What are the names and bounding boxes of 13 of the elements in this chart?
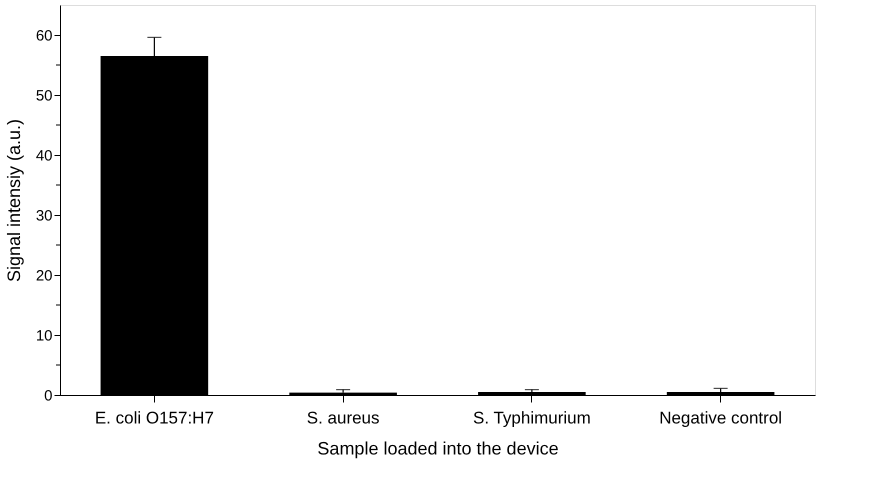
y-tick-label: 60 [36,28,52,44]
y-tick-label: 20 [36,268,52,284]
y-tick-label: 0 [44,388,52,404]
x-tick-label: S. aureus [306,408,380,428]
y-tick-label: 30 [36,208,52,224]
y-axis-title: Signal intensiy (a.u.) [4,118,24,282]
y-tick-label: 10 [36,328,52,344]
x-tick-label: S. Typhimurium [472,408,591,428]
y-tick-label: 40 [36,148,52,164]
x-tick-label: Negative control [659,408,782,428]
x-axis-title: Sample loaded into the device [317,438,559,458]
x-tick-label: E. coli O157:H7 [94,408,214,428]
y-tick-label: 50 [36,88,52,104]
